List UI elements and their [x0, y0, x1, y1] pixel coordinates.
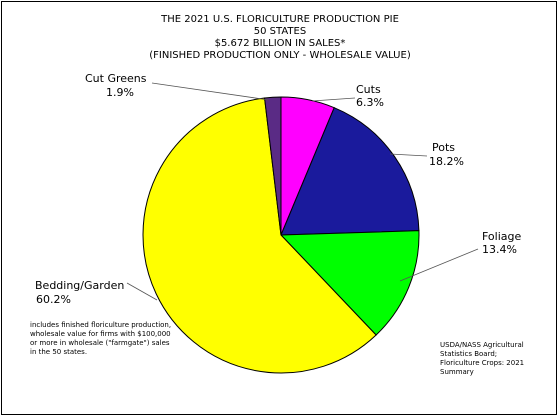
chart-title-line-2: 50 STATES [253, 26, 307, 37]
slice-value-cut-greens: 1.9% [106, 86, 134, 99]
leader-line-cut-greens [151, 82, 270, 101]
leader-line-bedding [126, 282, 158, 301]
pie-slice-foliage [279, 230, 420, 336]
chart-title-line-1: THE 2021 U.S. FLORICULTURE PRODUCTION PI… [161, 14, 399, 25]
footnote-line-4: in the 50 states. [30, 348, 88, 356]
slice-label-pots: Pots [432, 141, 456, 154]
pie-slice-bedding-garden [142, 97, 377, 374]
slice-label-foliage: Foliage [482, 230, 522, 243]
chart-title-line-4: (FINISHED PRODUCTION ONLY - WHOLESALE VA… [149, 50, 411, 61]
slice-value-bedding-garden: 60.2% [36, 293, 71, 306]
slice-label-cuts: Cuts [356, 83, 381, 96]
footnote-line-3: or more in wholesale ("farmgate") sales [30, 339, 170, 347]
slice-value-foliage: 13.4% [482, 243, 517, 256]
pie-slice-cut-greens [264, 96, 282, 236]
source-line-1: USDA/NASS Agricultural [440, 341, 524, 349]
leader-line-cuts [311, 97, 356, 102]
source-line-2: Statistics Board; [440, 350, 498, 358]
pie-slice-pots [280, 107, 420, 236]
slice-label-bedding-garden: Bedding/Garden [35, 279, 125, 292]
leader-line-pots [389, 153, 428, 157]
footnote-line-1: includes finished floriculture productio… [30, 321, 172, 329]
slice-value-cuts: 6.3% [356, 96, 384, 109]
source-line-3: Floriculture Crops: 2021 [440, 359, 525, 367]
footnote-line-2: wholesale value for firms with $100,000 [30, 330, 171, 338]
leader-line-foliage [399, 248, 479, 282]
slice-value-pots: 18.2% [429, 155, 464, 168]
slice-label-cut-greens: Cut Greens [85, 72, 147, 85]
chart-title-line-3: $5.672 BILLION IN SALES* [214, 38, 346, 49]
source-line-4: Summary [440, 368, 474, 376]
